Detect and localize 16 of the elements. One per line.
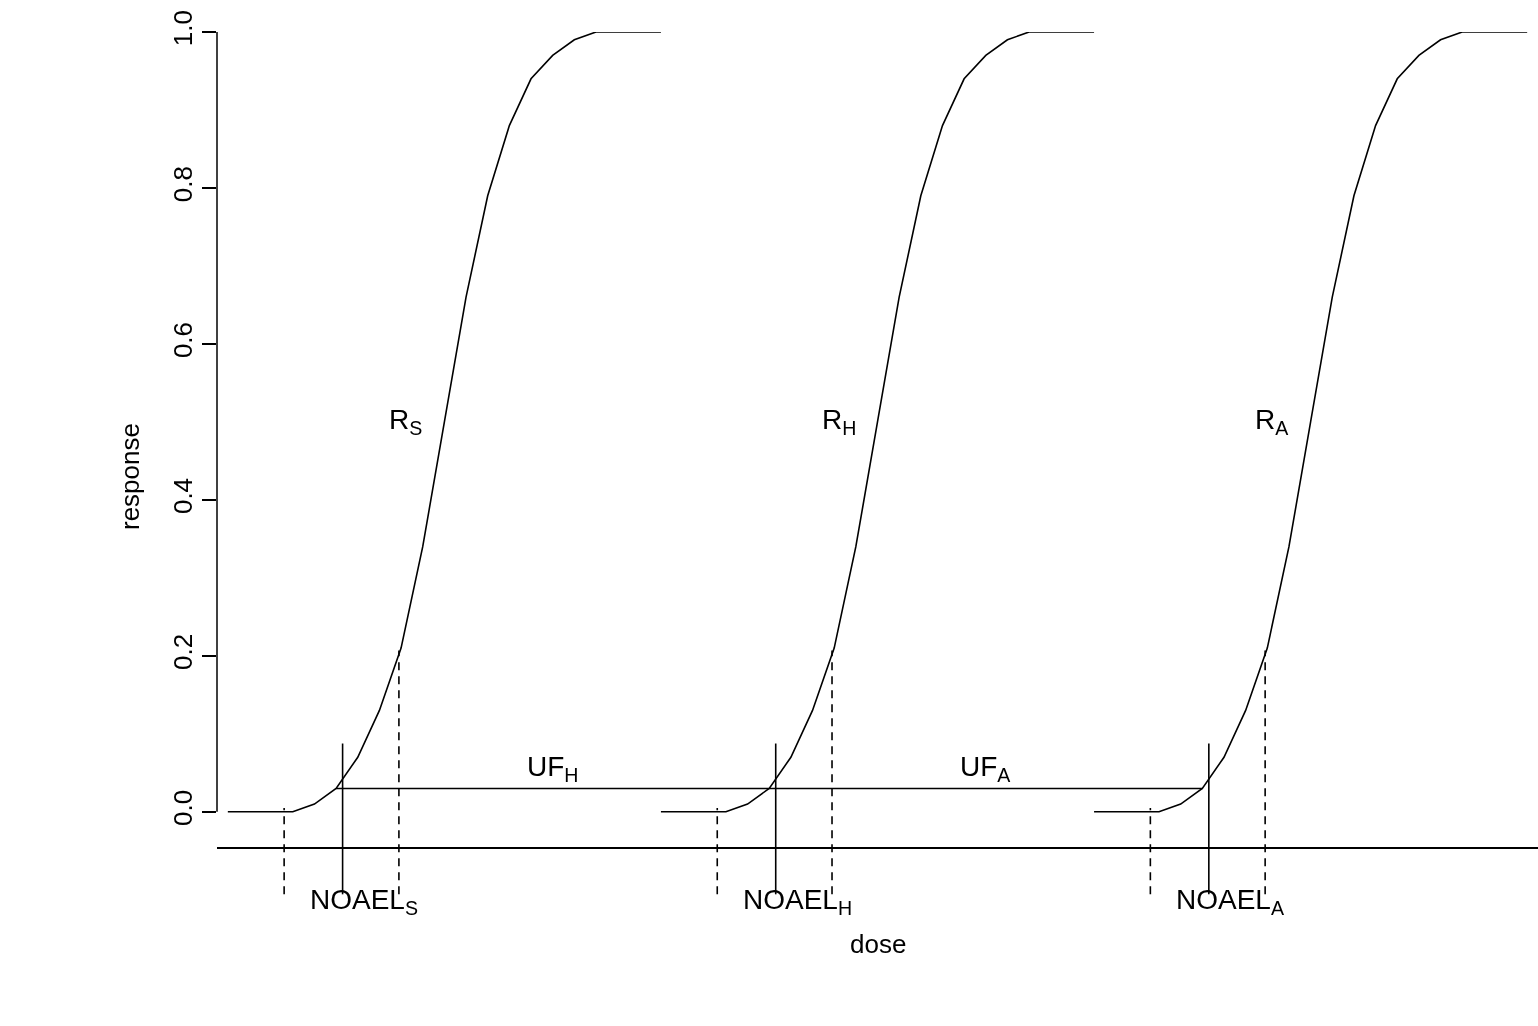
- annotation: UF$_{H}$: [527, 751, 579, 786]
- x-axis-title: dose: [850, 929, 907, 959]
- y-tick-label: 0.0: [167, 789, 198, 826]
- y-tick-label: 0.8: [167, 165, 198, 203]
- y-tick-label: 0.6: [167, 321, 198, 359]
- y-tick-label: 0.2: [167, 633, 198, 671]
- series-label: R$_{S}$: [389, 404, 423, 439]
- series-label: R$_{H}$: [822, 404, 857, 439]
- text: NOAEL$_{H}$: [743, 884, 853, 919]
- y-tick-label: 0.4: [167, 477, 198, 515]
- text: NOAEL$_{A}$: [1176, 884, 1285, 919]
- annotation: UF$_{A}$: [960, 751, 1012, 786]
- y-axis-title: response: [115, 423, 145, 530]
- text: NOAEL$_{S}$: [310, 884, 419, 919]
- series-label: R$_{A}$: [1255, 404, 1290, 439]
- y-tick-label: 1.0: [167, 10, 198, 47]
